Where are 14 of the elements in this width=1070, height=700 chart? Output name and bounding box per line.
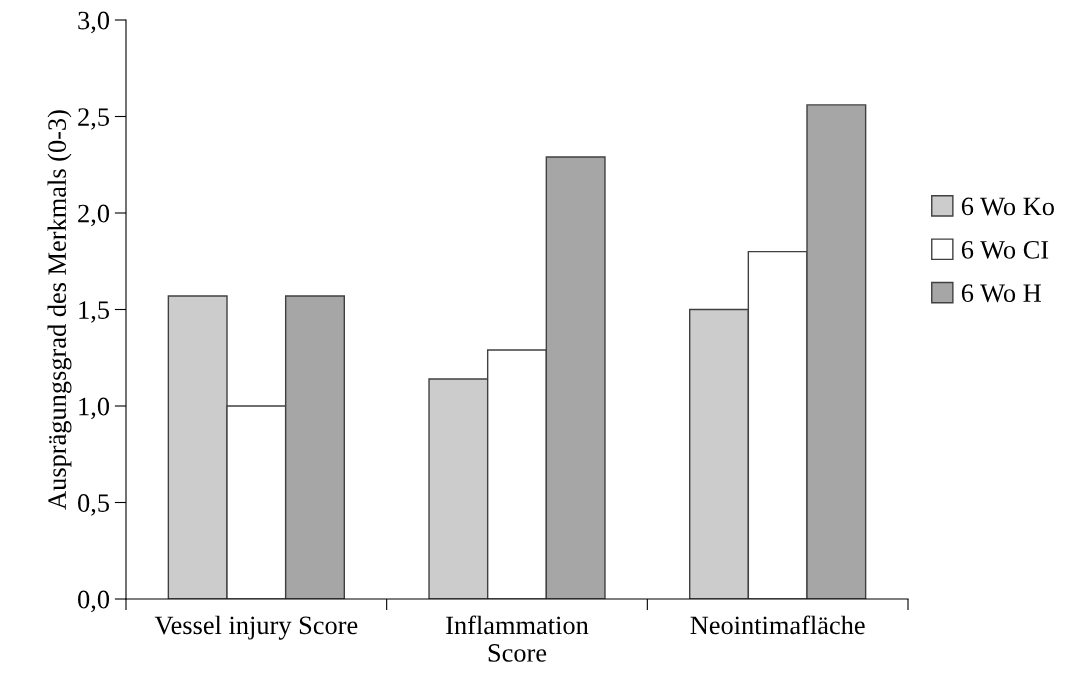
x-tick-label: Vessel injury Score: [154, 615, 358, 640]
y-axis-title: Ausprägungsgrad des Merkmals (0-3): [47, 110, 72, 510]
legend-label: 6 Wo Ko: [961, 197, 1054, 216]
x-tick-label: Inflammation Score: [446, 615, 589, 662]
y-tick-label: 1,5: [79, 301, 109, 323]
y-tick-label: 0,5: [78, 494, 109, 516]
y-tick-label: 1,0: [79, 397, 110, 420]
y-tick-label: 2,5: [78, 108, 109, 130]
y-tick-label: 2,0: [78, 204, 110, 227]
legend-label: 6 Wo H: [961, 284, 1041, 303]
y-tick-label: 0,0: [78, 590, 110, 613]
x-tick-label: Neointimafläche: [690, 615, 865, 635]
y-tick-label: 3,0: [78, 11, 110, 34]
legend-label: 6 Wo CI: [961, 240, 1049, 259]
